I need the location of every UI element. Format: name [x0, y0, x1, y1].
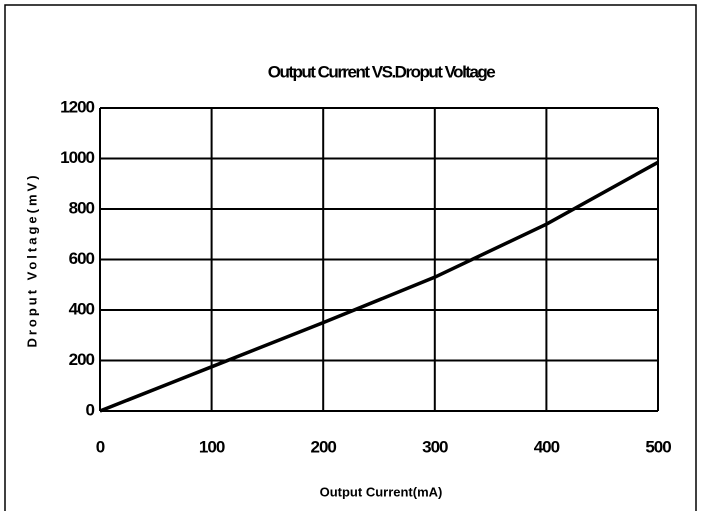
chart-title: Output Current VS.Droput Voltage [268, 62, 496, 81]
y-axis-label: Droput Voltage(mV) [24, 172, 39, 347]
x-tick-label: 200 [311, 437, 337, 456]
y-tick-label: 600 [69, 249, 95, 268]
x-tick-label: 500 [645, 437, 671, 456]
y-tick-label: 400 [69, 299, 95, 318]
chart-frame [4, 4, 697, 511]
y-tick-label: 800 [69, 198, 95, 217]
data-line [99, 160, 659, 413]
y-tick-label: 200 [69, 350, 95, 369]
y-tick-label: 1200 [60, 97, 94, 116]
x-tick-label: 0 [96, 437, 105, 456]
x-axis-label: Output Current(mA) [320, 484, 443, 499]
y-tick-label: 1000 [60, 148, 94, 167]
x-tick-label: 300 [422, 437, 448, 456]
x-tick-label: 400 [534, 437, 560, 456]
x-tick-label: 100 [199, 437, 225, 456]
y-tick-label: 0 [86, 400, 95, 419]
